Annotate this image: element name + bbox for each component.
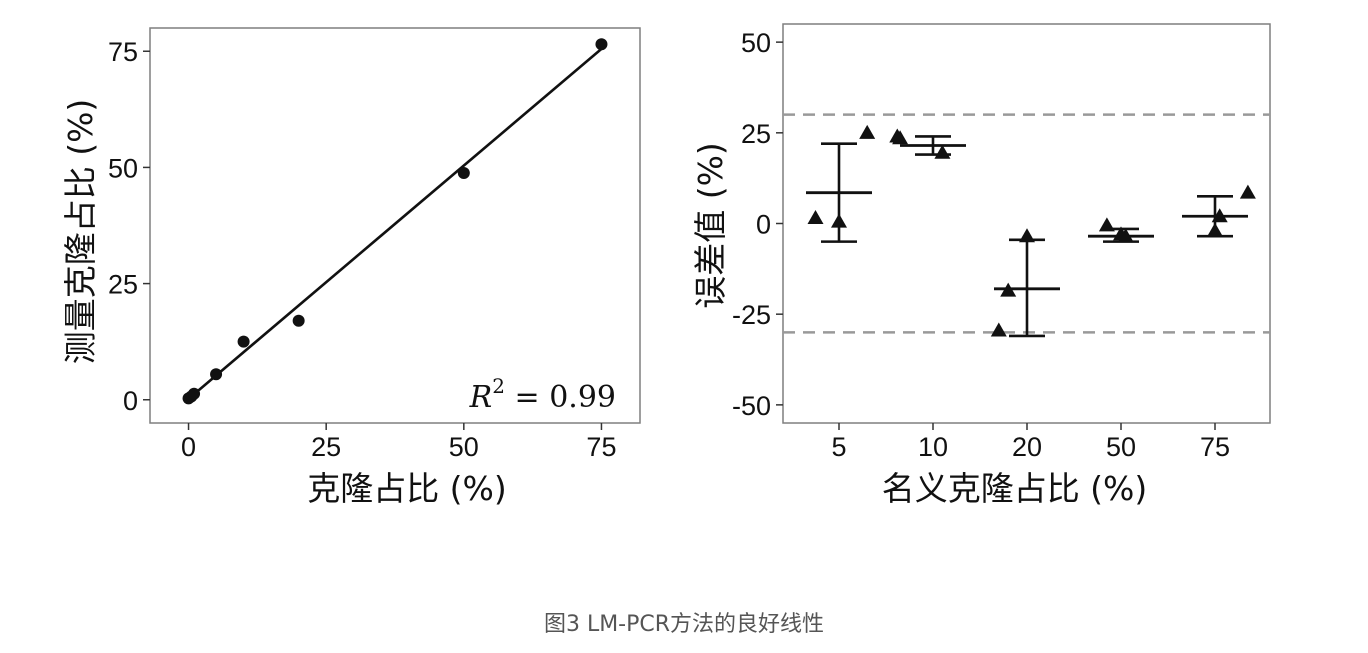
error-point bbox=[859, 124, 876, 139]
left-y-tick-label: 50 bbox=[108, 153, 138, 183]
left-x-tick-label: 50 bbox=[449, 432, 479, 462]
right-x-tick-label: 10 bbox=[918, 432, 948, 462]
left-x-axis-label: 克隆占比 (%) bbox=[307, 469, 507, 508]
error-point bbox=[831, 213, 847, 228]
regression-line bbox=[187, 47, 603, 400]
left-axis-ticks: 0 25 50 75 0 25 50 75 bbox=[108, 37, 617, 462]
left-x-tick-label: 75 bbox=[586, 432, 616, 462]
calibration-point bbox=[188, 387, 201, 400]
error-point bbox=[934, 144, 951, 159]
right-y-tick-label: -50 bbox=[732, 391, 771, 421]
error-point bbox=[990, 322, 1007, 337]
left-plot-frame bbox=[149, 27, 641, 424]
right-y-axis-label: 误差值 (%) bbox=[691, 142, 730, 309]
calibration-chart: 0 25 50 75 0 25 50 75 R2 = 0.99 克隆占比 (%) 测量克隆占比… bbox=[61, 27, 641, 508]
error-group bbox=[1182, 184, 1256, 238]
figure-caption: 图3 LM-PCR方法的良好线性 bbox=[543, 612, 825, 637]
left-x-tick-label: 0 bbox=[181, 432, 196, 462]
error-point bbox=[892, 130, 909, 145]
error-point bbox=[1211, 208, 1228, 223]
error-point bbox=[807, 210, 824, 225]
calibration-point bbox=[457, 166, 470, 179]
right-y-tick-label: 25 bbox=[741, 119, 771, 149]
calibration-point bbox=[292, 314, 305, 327]
right-x-tick-label: 75 bbox=[1200, 432, 1230, 462]
error-point bbox=[1019, 228, 1035, 243]
right-x-axis-label: 名义克隆占比 (%) bbox=[882, 469, 1148, 508]
calibration-point bbox=[210, 368, 223, 381]
error-point bbox=[1000, 282, 1017, 297]
error-group bbox=[990, 228, 1060, 338]
calibration-points bbox=[182, 38, 608, 405]
right-y-tick-label: -25 bbox=[732, 300, 771, 330]
right-plot-frame bbox=[782, 23, 1271, 424]
right-x-tick-label: 5 bbox=[831, 432, 846, 462]
error-chart: 5 10 20 50 75 50 25 0 -25 -50 名义克隆占比 (%) 误差值 (%) bbox=[691, 23, 1271, 508]
left-x-tick-label: 25 bbox=[311, 432, 341, 462]
error-group bbox=[1088, 217, 1154, 243]
error-point bbox=[1207, 222, 1223, 237]
left-y-tick-label: 25 bbox=[108, 270, 138, 300]
error-group bbox=[806, 124, 876, 243]
left-y-tick-label: 75 bbox=[108, 37, 138, 67]
right-x-tick-label: 20 bbox=[1012, 432, 1042, 462]
right-y-tick-label: 50 bbox=[741, 28, 771, 58]
left-y-axis-label: 测量克隆占比 (%) bbox=[61, 99, 100, 365]
right-axis-ticks: 5 10 20 50 75 50 25 0 -25 -50 bbox=[732, 28, 1230, 462]
error-group bbox=[889, 128, 966, 159]
error-groups bbox=[806, 124, 1256, 338]
error-point bbox=[1117, 228, 1134, 243]
r-squared-annotation: R2 = 0.99 bbox=[469, 374, 616, 415]
calibration-point bbox=[237, 335, 250, 348]
error-point bbox=[1239, 184, 1256, 199]
error-point bbox=[1098, 217, 1115, 232]
left-y-tick-label: 0 bbox=[123, 386, 138, 416]
right-y-tick-label: 0 bbox=[756, 210, 771, 240]
calibration-point bbox=[595, 38, 608, 51]
right-x-tick-label: 50 bbox=[1106, 432, 1136, 462]
